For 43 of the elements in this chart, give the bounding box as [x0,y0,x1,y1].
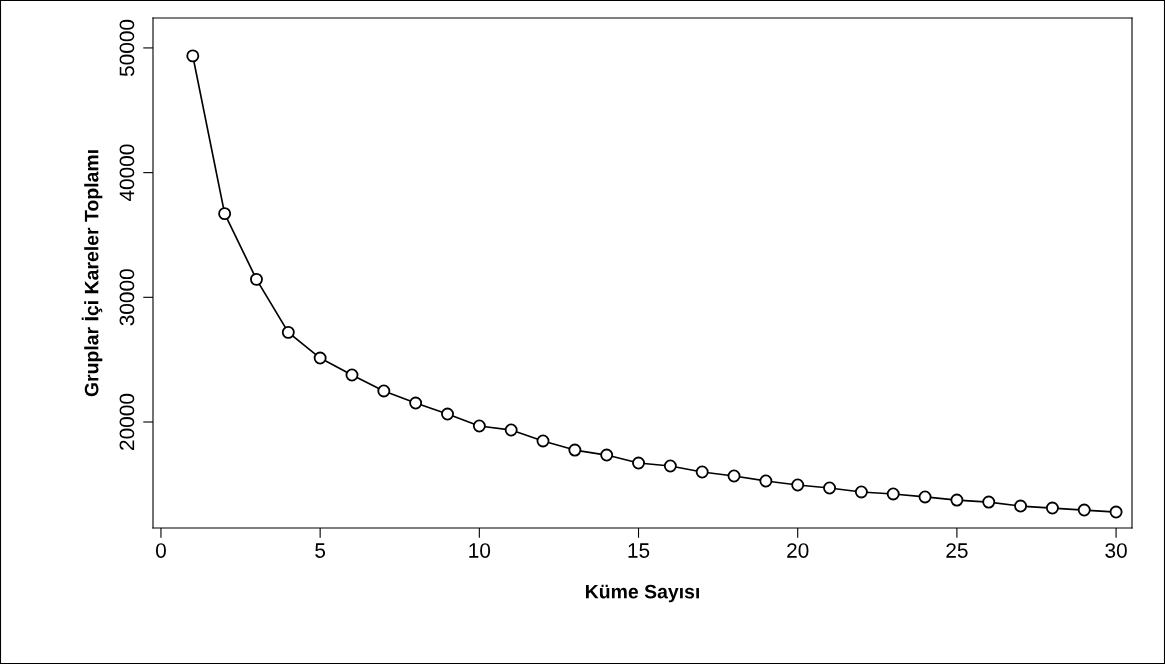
x-tick-label: 20 [787,543,809,558]
point [504,423,518,437]
point [918,490,932,504]
point [632,456,645,470]
x-tick-label: 30 [1105,543,1127,558]
point [218,207,232,221]
point [409,396,423,410]
point [950,493,964,507]
point [854,485,868,499]
x-axis-title: Küme Sayısı [585,584,699,603]
point [727,469,741,483]
y-tick-label: 40000 [119,144,135,202]
point [1109,505,1123,519]
point [663,459,677,473]
point [313,351,327,365]
point [695,465,709,479]
point [1045,501,1059,515]
point [600,448,614,462]
point [982,495,996,509]
point [823,481,837,495]
y-axis-title: Gruplar İçi Kareler Toplamı [81,150,103,397]
x-tick-label: 10 [469,543,491,558]
point [536,434,550,448]
point [759,474,773,488]
point [441,407,454,421]
y-tick-label: 30000 [119,269,135,326]
x-tick-label: 15 [628,543,650,558]
point [377,384,391,398]
point [250,272,263,286]
point [472,419,486,433]
x-tick-label: 0 [155,543,166,558]
point [1014,499,1028,513]
x-tick-label: 25 [946,543,968,558]
point [281,325,295,339]
y-tick-label: 50000 [119,19,135,77]
point [568,443,582,457]
point [186,49,200,63]
point [886,487,900,501]
y-tick-label: 20000 [119,393,135,450]
point [1077,503,1091,517]
point [345,368,359,382]
x-tick-label: 5 [315,543,326,558]
point [791,478,805,492]
